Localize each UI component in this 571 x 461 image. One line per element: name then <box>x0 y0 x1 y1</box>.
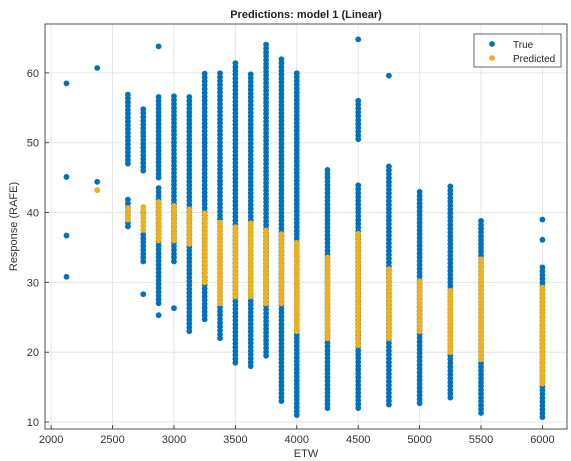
data-point <box>201 210 208 217</box>
data-point <box>478 218 484 224</box>
data-point <box>171 93 177 100</box>
legend-marker-predicted <box>489 55 495 61</box>
legend-label-predicted: Predicted <box>513 54 555 65</box>
y-tick-label: 60 <box>27 68 39 80</box>
x-tick-label: 6000 <box>530 434 554 446</box>
x-tick-label: 4500 <box>346 434 370 446</box>
data-point <box>263 41 269 48</box>
data-point <box>539 216 546 223</box>
data-point <box>416 278 423 285</box>
data-point <box>278 231 285 238</box>
data-point <box>217 219 223 226</box>
data-point <box>247 71 254 78</box>
data-point <box>171 203 177 209</box>
data-point <box>63 174 70 180</box>
data-point <box>201 70 208 77</box>
data-point <box>94 187 101 194</box>
data-point <box>355 97 362 104</box>
data-point <box>263 227 269 234</box>
data-point <box>155 185 162 191</box>
data-point <box>125 91 131 98</box>
data-point <box>217 70 223 77</box>
data-point <box>171 305 177 312</box>
data-point <box>539 264 546 271</box>
data-point <box>63 80 70 87</box>
data-point <box>186 206 193 213</box>
x-tick-label: 3500 <box>223 434 247 446</box>
x-axis-label: ETW <box>294 448 319 460</box>
data-point <box>447 287 454 294</box>
legend-box <box>473 33 562 68</box>
y-tick-label: 30 <box>27 277 39 289</box>
data-point <box>247 220 254 227</box>
y-tick-label: 50 <box>27 138 39 150</box>
data-point <box>63 232 70 239</box>
data-point <box>478 256 484 263</box>
data-point <box>155 199 162 205</box>
data-point <box>155 43 162 50</box>
data-point <box>94 65 101 71</box>
y-tick-label: 40 <box>27 208 39 220</box>
data-point <box>140 231 147 238</box>
legend-marker-true <box>489 41 495 47</box>
legend: True Predicted <box>473 33 562 68</box>
axis-ticks: 2000 2500 3000 3500 4000 4500 5000 5500 6000 10 20… <box>27 68 555 446</box>
x-tick-label: 5500 <box>469 434 493 446</box>
chart-title: Predictions: model 1 (Linear) <box>230 9 382 21</box>
data-point <box>293 240 300 246</box>
data-point <box>63 273 70 280</box>
data-point <box>293 70 300 77</box>
x-tick-label: 5000 <box>407 434 431 446</box>
data-point <box>539 236 546 243</box>
x-tick-label: 4000 <box>285 434 309 446</box>
data-point <box>94 178 101 185</box>
data-points <box>63 36 546 421</box>
x-tick-label: 2500 <box>100 434 124 446</box>
data-point <box>140 204 147 210</box>
data-point <box>355 182 362 189</box>
y-tick-label: 10 <box>27 417 39 429</box>
data-point <box>155 94 162 100</box>
data-point <box>386 163 392 170</box>
x-tick-label: 3000 <box>162 434 186 446</box>
data-point <box>125 196 131 203</box>
data-point <box>324 254 331 261</box>
y-axis-label: Response (RAFE) <box>8 182 20 271</box>
data-point <box>140 106 147 113</box>
legend-label-true: True <box>513 40 534 51</box>
data-point <box>140 291 147 298</box>
data-point <box>324 167 331 173</box>
y-tick-label: 20 <box>27 347 39 359</box>
data-point <box>186 94 193 100</box>
x-tick-label: 2000 <box>39 434 63 446</box>
data-point <box>539 284 546 291</box>
series-predicted <box>94 187 546 387</box>
data-point <box>355 230 362 237</box>
data-point <box>232 60 239 67</box>
data-point <box>416 189 423 195</box>
data-point <box>386 72 392 79</box>
data-point <box>155 312 162 319</box>
data-point <box>278 56 285 63</box>
plot-area <box>44 23 568 430</box>
data-point <box>355 36 362 43</box>
data-point <box>447 183 454 190</box>
data-point <box>386 266 392 272</box>
data-point <box>232 224 239 231</box>
data-point <box>125 205 131 211</box>
